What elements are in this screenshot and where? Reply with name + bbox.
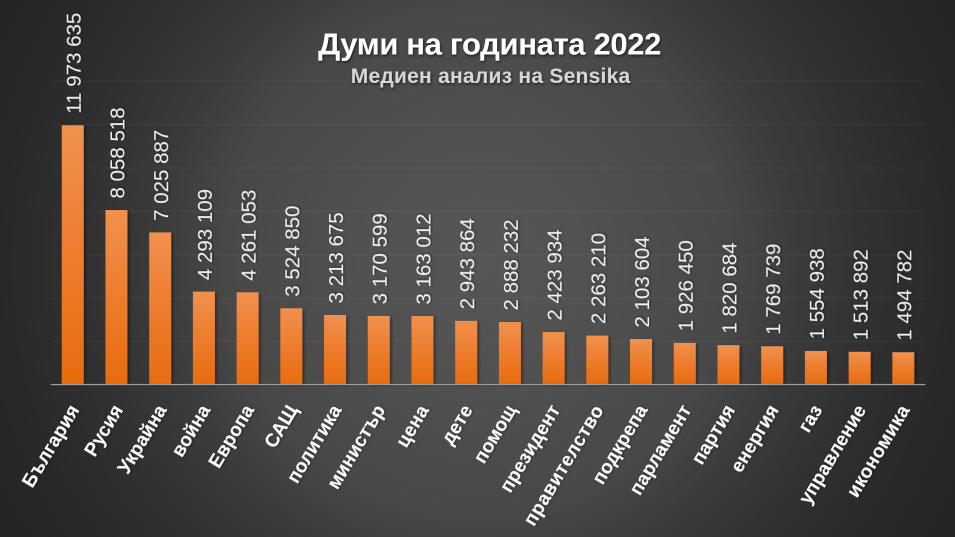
svg-text:1 513 892: 1 513 892 [850,249,873,340]
svg-text:8 058 518: 8 058 518 [106,107,129,198]
svg-text:4 261 053: 4 261 053 [238,190,261,281]
svg-text:Медиен анализ на Sensika: Медиен анализ на Sensika [351,65,631,88]
svg-text:3 170 599: 3 170 599 [369,213,392,304]
svg-text:7 025 887: 7 025 887 [150,130,173,221]
svg-text:3 163 012: 3 163 012 [412,213,435,304]
svg-text:1 769 739: 1 769 739 [762,244,785,335]
svg-text:3 213 675: 3 213 675 [325,212,348,303]
svg-text:2 263 210: 2 263 210 [587,233,610,324]
svg-text:2 103 604: 2 103 604 [631,236,654,327]
svg-text:2 888 232: 2 888 232 [500,219,523,310]
svg-text:Думи на годината 2022: Думи на годината 2022 [318,26,661,61]
svg-text:1 494 782: 1 494 782 [893,250,916,341]
svg-text:1 926 450: 1 926 450 [675,240,698,331]
svg-text:2 423 934: 2 423 934 [544,229,567,320]
svg-text:1 820 684: 1 820 684 [718,242,741,333]
svg-text:11 973 635: 11 973 635 [63,13,86,114]
svg-text:3 524 850: 3 524 850 [281,206,304,297]
svg-text:4 293 109: 4 293 109 [194,189,217,280]
svg-text:2 943 864: 2 943 864 [456,218,479,309]
svg-text:1 554 938: 1 554 938 [806,248,829,339]
